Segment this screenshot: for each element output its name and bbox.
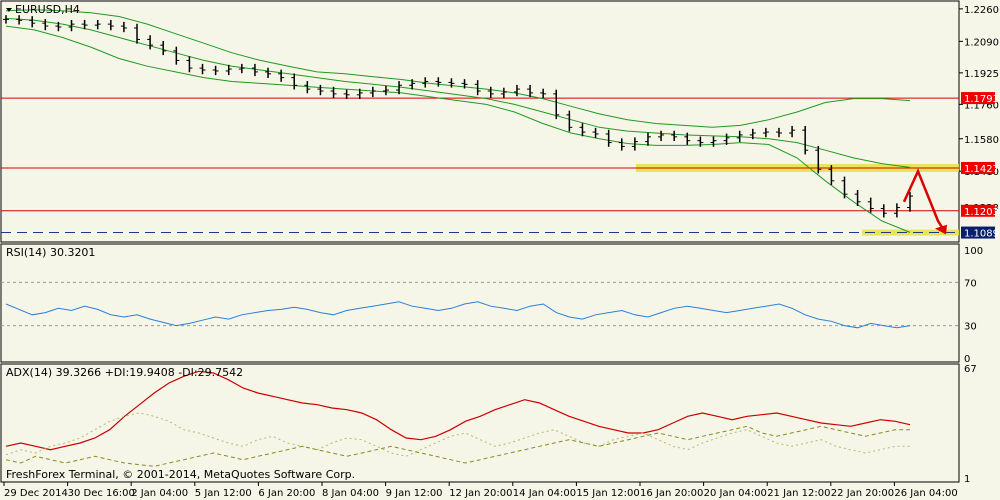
bollinger-upper-line: [5, 9, 911, 128]
level-price-tag-label: 1.1793: [964, 94, 999, 105]
price-axis-label: 1.1580: [964, 135, 999, 146]
forecast-arrowhead-icon: [935, 224, 947, 235]
rsi-axis-label: 30: [964, 322, 977, 333]
di-plus-line: [5, 412, 910, 457]
adx-line: [5, 370, 911, 451]
rsi-axis-label: 100: [964, 246, 983, 257]
triangle-down-icon[interactable]: [6, 8, 12, 12]
time-axis-label: 15 Jan 12:00: [576, 488, 639, 499]
price-axis-label: 1.2090: [964, 37, 999, 48]
time-axis-label: 30 Dec 16:00: [68, 488, 135, 499]
support-highlight-band: [862, 229, 959, 236]
rsi-axis-label: 0: [964, 354, 970, 365]
level-price-tag-label: 1.1089: [964, 229, 999, 240]
adx-pane[interactable]: [0, 363, 960, 483]
rsi-axis-label: 70: [964, 278, 977, 289]
time-axis-label: 5 Jan 12:00: [195, 488, 252, 499]
level-price-tag: [961, 92, 995, 105]
level-price-tag-label: 1.1203: [964, 207, 999, 218]
time-axis-label: 6 Jan 20:00: [258, 488, 315, 499]
time-axis-label: 14 Jan 04:00: [513, 488, 576, 499]
copyright-text: FreshForex Terminal, © 2001-2014, MetaQu…: [6, 468, 355, 481]
adx-label: ADX(14) 39.3266 +DI:19.9408 -DI:29.7542: [6, 366, 243, 379]
time-axis-label: 22 Jan 20:00: [831, 488, 894, 499]
rsi-line: [5, 301, 911, 329]
time-axis-label: 2 Jan 04:00: [131, 488, 188, 499]
di-minus-line: [5, 425, 910, 467]
level-price-tag: [961, 226, 995, 239]
time-axis-label: 16 Jan 20:00: [640, 488, 703, 499]
bollinger-middle-line: [5, 17, 911, 168]
forecast-arrow: [902, 168, 946, 232]
time-axis-label: 12 Jan 20:00: [449, 488, 512, 499]
bollinger-lower-line: [5, 25, 911, 233]
symbol-label: EURUSD,H4: [15, 3, 80, 16]
time-axis-label: 8 Jan 04:00: [322, 488, 379, 499]
rsi-label: RSI(14) 30.3201: [6, 246, 95, 259]
time-axis-label: 20 Jan 04:00: [704, 488, 767, 499]
level-price-tag: [961, 204, 995, 217]
adx-axis-label: 67: [964, 364, 977, 375]
price-axis-label: 1.1760: [964, 100, 999, 111]
price-axis-label: 1.2260: [964, 5, 999, 16]
price-pane[interactable]: [0, 0, 960, 243]
level-price-tag: [961, 161, 995, 174]
time-axis-label: 21 Jan 12:00: [767, 488, 830, 499]
time-axis-label: 29 Dec 2014: [4, 488, 68, 499]
time-axis-label: 26 Jan 04:00: [894, 488, 957, 499]
time-axis-label: 9 Jan 12:00: [386, 488, 443, 499]
level-price-tag-label: 1.1427: [964, 164, 999, 175]
adx-axis-label: 1: [964, 474, 970, 485]
price-axis-label: 1.1925: [964, 69, 999, 80]
